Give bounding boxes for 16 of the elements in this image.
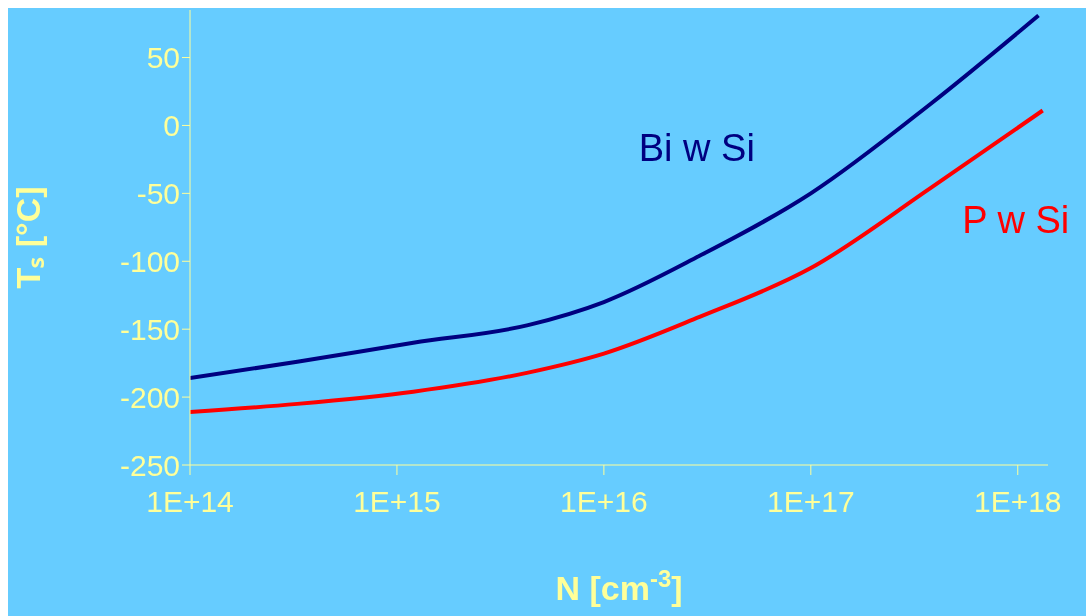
y-axis-title: Tₛ [°C] xyxy=(9,186,48,289)
y-tick-label: -250 xyxy=(119,448,180,482)
y-tick-label: 0 xyxy=(163,109,180,143)
y-tick-label: -150 xyxy=(119,312,180,346)
x-tick-label: 1E+15 xyxy=(353,485,441,519)
x-tick-label: 1E+18 xyxy=(973,485,1062,519)
series-label: Bi w Si xyxy=(638,127,755,170)
x-tick-label: 1E+17 xyxy=(767,485,855,519)
x-tick-label: 1E+16 xyxy=(560,485,648,519)
y-tick-label: -50 xyxy=(136,177,180,211)
x-tick-label: 1E+14 xyxy=(146,485,234,519)
y-tick-label: 50 xyxy=(146,41,180,75)
y-tick-label: -200 xyxy=(119,380,180,414)
y-tick-label: -100 xyxy=(119,244,180,278)
series-label: P w Si xyxy=(962,198,1070,241)
x-axis-title: N [cm$^{-3}$] xyxy=(555,564,683,607)
